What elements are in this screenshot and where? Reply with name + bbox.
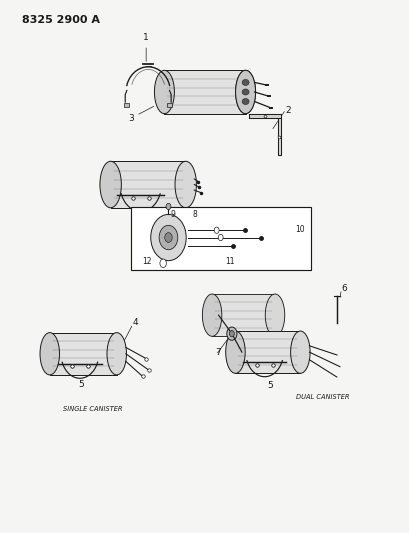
Ellipse shape <box>229 330 234 337</box>
Ellipse shape <box>40 333 59 375</box>
Polygon shape <box>164 70 245 114</box>
Text: 7: 7 <box>215 348 221 357</box>
Circle shape <box>160 259 166 268</box>
Ellipse shape <box>107 333 126 375</box>
Ellipse shape <box>154 70 174 114</box>
Ellipse shape <box>290 331 309 373</box>
Ellipse shape <box>235 70 255 114</box>
Ellipse shape <box>241 99 249 104</box>
Text: 10: 10 <box>294 225 304 235</box>
Circle shape <box>164 233 172 243</box>
Polygon shape <box>277 118 280 155</box>
Ellipse shape <box>226 327 236 340</box>
Circle shape <box>159 225 178 249</box>
Ellipse shape <box>235 70 255 114</box>
Circle shape <box>218 235 222 241</box>
Text: 6: 6 <box>341 284 347 293</box>
Ellipse shape <box>225 331 245 373</box>
Text: 8: 8 <box>192 211 197 220</box>
Polygon shape <box>211 294 274 336</box>
Ellipse shape <box>265 294 284 336</box>
FancyBboxPatch shape <box>131 207 310 270</box>
Text: 8325 2900 A: 8325 2900 A <box>22 15 100 25</box>
Circle shape <box>151 214 186 261</box>
Polygon shape <box>110 161 185 208</box>
Bar <box>124 103 128 107</box>
Text: DUAL CANISTER: DUAL CANISTER <box>296 394 349 400</box>
Polygon shape <box>49 333 117 375</box>
Text: 4: 4 <box>133 318 138 327</box>
Polygon shape <box>235 331 300 373</box>
Ellipse shape <box>241 79 249 85</box>
Text: 3: 3 <box>128 106 153 123</box>
Text: 5: 5 <box>78 380 84 389</box>
Text: 9: 9 <box>170 211 175 220</box>
Polygon shape <box>248 114 280 118</box>
Text: SINGLE CANISTER: SINGLE CANISTER <box>63 406 122 412</box>
Text: 5: 5 <box>266 381 272 390</box>
Ellipse shape <box>175 161 196 208</box>
Bar <box>167 103 172 107</box>
Text: 2: 2 <box>284 106 290 115</box>
Text: 11: 11 <box>224 257 234 266</box>
Ellipse shape <box>100 161 121 208</box>
Ellipse shape <box>241 89 249 95</box>
Text: 12: 12 <box>142 257 151 266</box>
Circle shape <box>166 203 171 209</box>
Ellipse shape <box>202 294 221 336</box>
Text: 1: 1 <box>143 34 148 61</box>
Circle shape <box>213 227 218 233</box>
Text: 13: 13 <box>203 321 214 330</box>
